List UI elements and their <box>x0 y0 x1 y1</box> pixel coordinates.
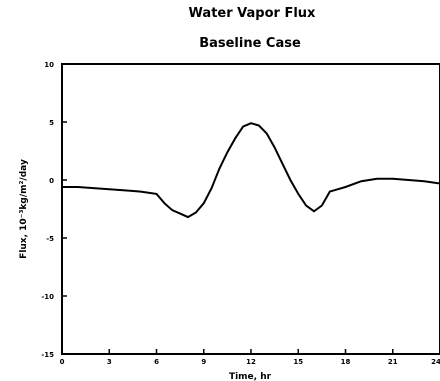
x-tick-label: 12 <box>246 358 256 366</box>
y-tick-label: -5 <box>46 235 54 243</box>
y-tick-label: -15 <box>41 351 54 359</box>
x-tick-label: 15 <box>293 358 303 366</box>
x-tick-label: 24 <box>431 358 440 366</box>
y-tick-label: 10 <box>44 61 54 69</box>
x-tick-label: 18 <box>341 358 351 366</box>
y-axis-label: Flux, 10⁻³kg/m²/day <box>19 159 29 259</box>
flux-series-line <box>62 122 440 219</box>
y-axis-ticks: -15 -10 -5 0 5 10 <box>41 61 67 359</box>
y-tick-label: 5 <box>49 119 54 127</box>
x-tick-label: 6 <box>154 358 159 366</box>
y-tick-label: 0 <box>49 177 54 185</box>
x-tick-label: 21 <box>388 358 398 366</box>
x-tick-label: 3 <box>107 358 112 366</box>
x-tick-label: 0 <box>60 358 65 366</box>
x-tick-label: 9 <box>201 358 206 366</box>
y-tick-label: -10 <box>41 293 54 301</box>
x-axis-ticks: 0 3 6 9 12 15 18 21 24 <box>60 349 440 366</box>
chart-title: Water Vapor Flux <box>189 6 317 21</box>
plot-frame <box>61 63 440 355</box>
chart-subtitle: Baseline Case <box>199 36 301 51</box>
x-axis-label: Time, hr <box>229 372 272 381</box>
